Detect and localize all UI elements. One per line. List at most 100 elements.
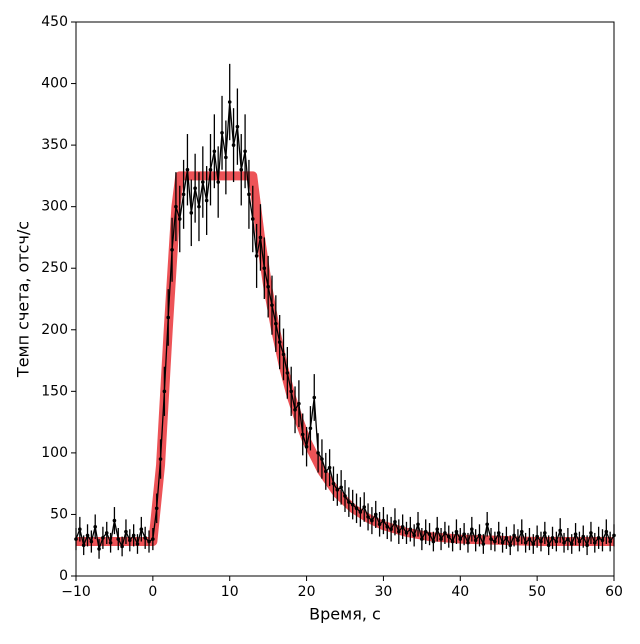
data-point [239, 167, 244, 172]
data-point [339, 485, 343, 490]
data-point [558, 528, 562, 533]
data-point [131, 533, 136, 538]
data-point [308, 426, 313, 431]
data-point [500, 540, 505, 545]
x-axis-label: Время, с [309, 605, 381, 624]
data-point [254, 254, 259, 258]
data-point [331, 481, 336, 486]
data-point [389, 527, 393, 532]
data-point [381, 518, 386, 523]
data-point [151, 537, 155, 541]
data-point [124, 529, 128, 534]
data-point [446, 534, 451, 539]
data-point [147, 539, 151, 544]
data-point [481, 542, 486, 546]
data-point [323, 469, 328, 474]
data-point [562, 540, 566, 545]
data-point [489, 537, 493, 541]
data-point [220, 131, 224, 135]
data-point [362, 505, 367, 509]
y-axis-label: Темп счета, отсч/с [14, 221, 33, 378]
data-point [423, 529, 428, 534]
data-point [354, 506, 359, 511]
data-point [404, 531, 409, 535]
data-point [592, 540, 597, 545]
data-point [462, 532, 466, 536]
data-point [454, 529, 459, 534]
data-point [247, 192, 251, 197]
data-point [289, 389, 294, 394]
data-point [373, 512, 378, 517]
data-point [300, 432, 305, 437]
data-point [535, 534, 539, 539]
data-point [170, 247, 174, 252]
data-point [350, 502, 355, 507]
data-point [366, 515, 370, 519]
data-point [577, 539, 582, 544]
data-point [128, 538, 132, 543]
data-point [377, 522, 382, 527]
data-point [201, 180, 205, 184]
data-point [431, 539, 436, 544]
data-point [316, 451, 320, 455]
data-point [608, 539, 612, 544]
data-point [304, 444, 309, 449]
x-tick-label: 40 [451, 584, 469, 600]
y-tick-label: 450 [41, 14, 68, 30]
data-point [466, 540, 470, 545]
data-point [600, 538, 605, 543]
data-point [285, 371, 290, 375]
data-point [112, 518, 117, 523]
data-point [496, 531, 501, 535]
data-point [569, 542, 574, 546]
data-point [516, 538, 520, 543]
data-point [197, 204, 201, 209]
data-point [104, 531, 109, 535]
data-point [546, 543, 551, 548]
data-point [519, 529, 524, 534]
y-tick-label: 50 [50, 506, 68, 522]
data-point [139, 527, 144, 532]
data-point [208, 167, 213, 172]
data-point [135, 542, 140, 546]
data-point [189, 211, 194, 215]
data-point [527, 537, 532, 541]
data-point [320, 457, 324, 461]
data-point [393, 520, 397, 524]
data-point [400, 524, 405, 529]
data-point [412, 533, 416, 538]
data-point [408, 527, 413, 532]
data-point [143, 536, 147, 540]
data-point [193, 186, 197, 190]
data-point [177, 217, 182, 221]
data-point [262, 266, 267, 271]
data-point [604, 529, 609, 534]
data-point [174, 204, 178, 209]
data-point [531, 542, 536, 546]
data-point [235, 124, 240, 129]
data-point [585, 543, 589, 548]
x-tick-label: 0 [148, 584, 157, 600]
x-tick-label: 50 [528, 584, 546, 600]
data-point [343, 494, 347, 498]
data-point [550, 536, 555, 540]
data-point [523, 540, 528, 545]
data-point [385, 524, 390, 529]
data-point [154, 506, 159, 511]
plot-frame [75, 21, 615, 577]
data-point [397, 529, 401, 534]
data-point [204, 198, 209, 203]
data-point [277, 340, 282, 344]
y-tick-label: 200 [41, 322, 68, 338]
data-point [596, 536, 601, 540]
y-tick-label: 400 [41, 76, 68, 92]
data-point [335, 488, 340, 492]
data-point [93, 524, 98, 529]
data-point [416, 522, 420, 527]
data-point [427, 532, 432, 536]
data-point [258, 235, 263, 240]
data-point [493, 539, 497, 544]
data-point [78, 527, 82, 532]
data-point [231, 143, 236, 147]
data-point [116, 537, 121, 541]
